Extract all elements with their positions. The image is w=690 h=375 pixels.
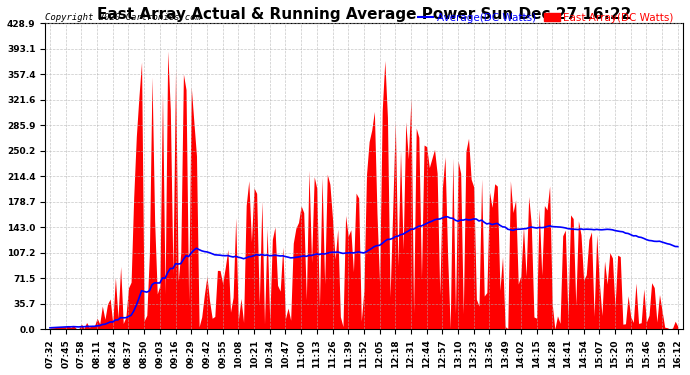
Title: East Array Actual & Running Average Power Sun Dec 27 16:22: East Array Actual & Running Average Powe… xyxy=(97,7,631,22)
Legend: Average(DC Watts), East Array(DC Watts): Average(DC Watts), East Array(DC Watts) xyxy=(413,8,678,27)
Text: Copyright 2020 Cartronics.com: Copyright 2020 Cartronics.com xyxy=(46,13,201,22)
